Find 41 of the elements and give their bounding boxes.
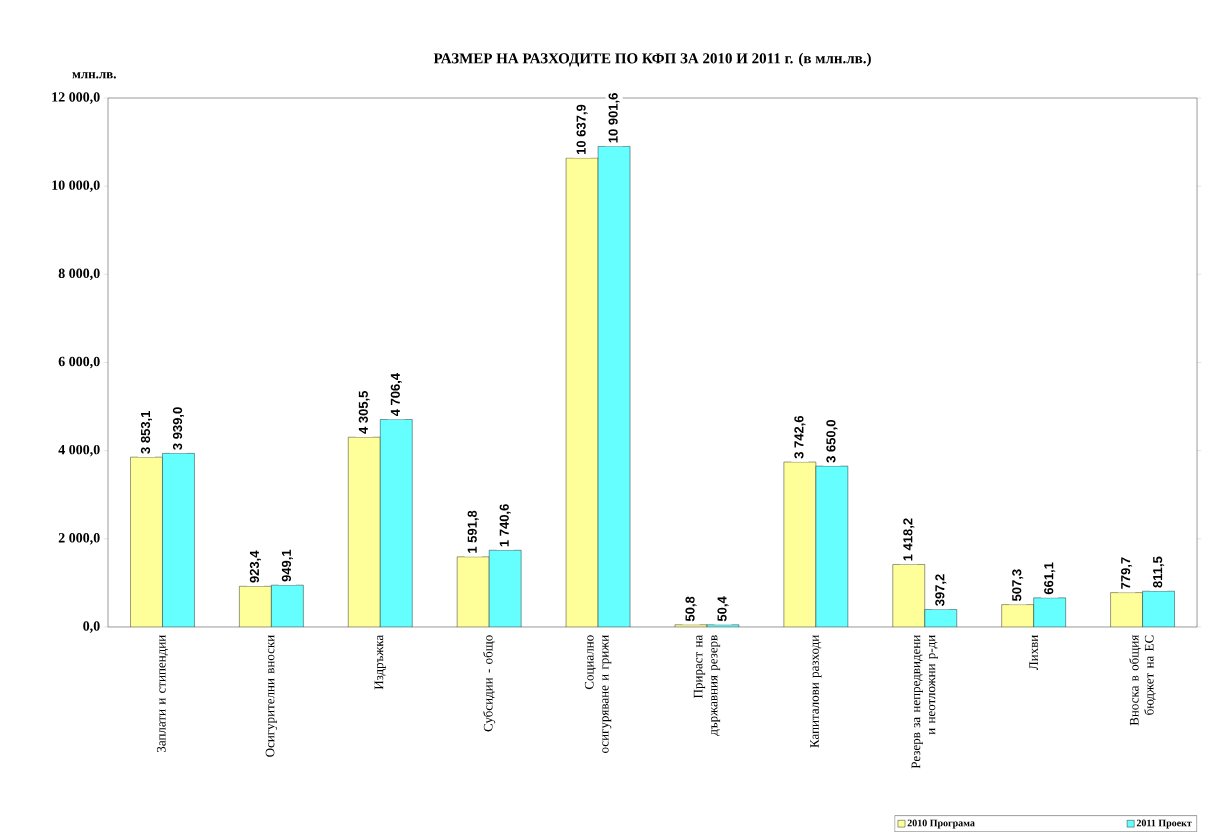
data-label: 4 305,5 [358, 390, 370, 434]
data-label: 3 939,0 [172, 407, 184, 450]
data-label: 10 637,9 [576, 104, 588, 155]
y-tick-label: 12 000,0 [52, 92, 100, 104]
legend-label: 2011 Проект [1136, 819, 1192, 829]
x-tick-label: Социално осигуряване и грижи [584, 635, 612, 753]
y-tick-label: 10 000,0 [52, 180, 100, 192]
y-tick-label: 4 000,0 [58, 444, 100, 457]
x-tick-label: Лихви [1029, 635, 1038, 671]
data-label: 811,5 [1153, 556, 1165, 588]
x-tick-label: Заплати и стипендии [156, 635, 169, 753]
data-label: 3 742,6 [794, 415, 806, 459]
data-label: 1 591,8 [467, 510, 479, 553]
data-label: 10 901,6 [608, 93, 620, 143]
x-tick-label: Осигурителни вноски [265, 635, 278, 757]
x-tick-label: Резерв за непредвидени и неотложни р-ди [911, 635, 938, 769]
chart-title: РАЗМЕР НА РАЗХОДИТЕ ПО КФП ЗА 2010 И 2011 г. (в млн.лв.) [433, 52, 871, 67]
x-tick-label: Прираст на държавния резерв [693, 634, 721, 736]
x-tick-label: Субсидии - общо [483, 635, 496, 732]
data-label: 50,8 [685, 596, 697, 622]
data-label: 3 650,0 [826, 420, 838, 463]
data-label: 397,2 [935, 574, 947, 606]
data-label: 50,4 [717, 596, 729, 622]
y-tick-label: 0,0 [83, 621, 100, 633]
data-label: 779,7 [1121, 557, 1133, 589]
data-label: 3 853,1 [140, 410, 152, 454]
data-label: 1 418,2 [903, 518, 915, 561]
x-tick-label: Издръжка [374, 634, 386, 690]
y-tick-label: 6 000,0 [58, 356, 100, 369]
x-tick-label: Капиталови разходи [810, 635, 822, 748]
data-label: 4 706,4 [390, 373, 402, 417]
data-label: 1 740,6 [499, 504, 511, 547]
data-label: 923,4 [249, 550, 261, 583]
y-axis-title: млн.лв. [72, 72, 116, 79]
data-label: 949,1 [281, 549, 293, 582]
legend-label: 2010 Програма [907, 819, 975, 829]
data-label: 507,3 [1012, 569, 1024, 602]
x-tick-label: Вноска в общия бюджет на ЕС [1129, 635, 1156, 726]
y-tick-label: 2 000,0 [58, 533, 100, 545]
y-tick-label: 8 000,0 [58, 268, 100, 281]
data-label: 661,1 [1044, 562, 1056, 595]
